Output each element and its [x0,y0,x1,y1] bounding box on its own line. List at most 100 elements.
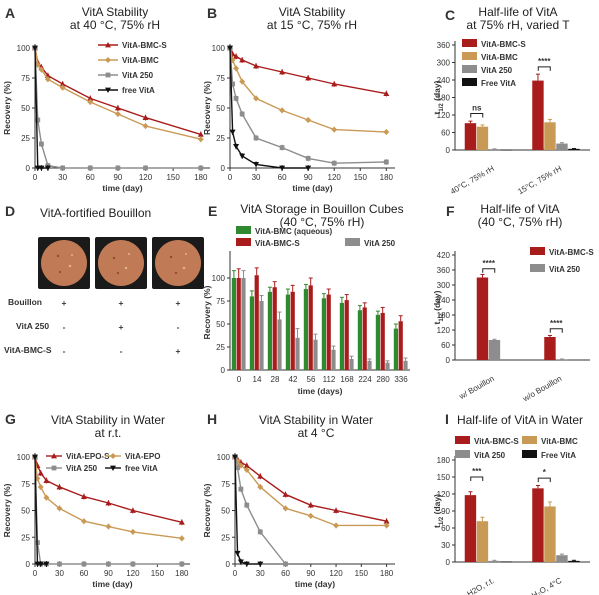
legend-marker [110,453,116,459]
panel-d: D VitA-fortified Bouillon Bouillon + + +… [4,203,204,356]
legend-label: VitA-BMC [122,56,159,65]
significance-bracket [537,477,551,483]
series-line [34,47,48,169]
y-tick-label: 50 [221,507,230,516]
bar [532,80,544,150]
data-point [237,559,244,565]
bar [259,301,264,370]
legend-label: VitA 250 [66,464,98,473]
series-line [234,456,387,522]
legend-swatch [345,238,360,246]
y-axis-label: Recovery (%) [202,285,212,339]
legend-label: VitA-BMC [481,53,518,62]
bar [476,521,489,562]
legend-swatch [236,226,251,234]
y-tick-label: 25 [21,134,30,143]
y-tick-label: 25 [221,533,230,542]
x-tick-label: 0 [33,569,38,578]
data-point [38,66,45,73]
bar [488,149,501,150]
panel-title: Half-life of VitA [478,5,557,19]
panel-letter: A [5,5,15,21]
bar [254,275,259,370]
x-tick-label: H₂O, 4°C [530,576,563,595]
data-point [114,111,121,117]
data-point [39,141,44,147]
x-tick-label: 15°C, 75% rH [516,164,563,196]
data-point [244,502,250,508]
data-point [59,81,66,87]
legend-marker [51,465,57,471]
panel-letter: E [208,203,217,219]
y-tick-label: 90 [441,507,450,516]
x-tick-label: 30 [256,569,265,578]
x-tick-label: 224 [358,375,372,384]
legend-label: VitA-BMC-S [549,248,594,257]
x-tick-label: 40°C, 75% rH [449,164,496,196]
x-tick-label: 30 [55,569,64,578]
data-point [233,65,240,72]
legend-swatch [462,65,477,73]
data-point [233,53,240,59]
y-tick-label: 180 [437,456,451,465]
bar [532,488,544,562]
x-tick-label: 180 [194,173,208,182]
data-point [114,105,121,111]
data-point [37,470,44,476]
data-point [227,45,233,51]
y-tick-label: 100 [212,274,226,283]
row-label-vita-bmc-s: VitA-BMC-S [4,345,52,355]
significance-label: **** [538,57,551,66]
legend-label: free VitA [122,86,155,95]
bar [308,285,313,370]
data-point [87,165,93,171]
data-point [60,165,66,171]
data-point [383,518,390,524]
bar [476,126,489,150]
bouillon-cube-2 [95,237,147,289]
y-tick-label: 240 [437,296,451,305]
data-point [197,131,204,137]
x-tick-label: 14 [253,375,262,384]
y-tick-label: 300 [437,59,451,68]
legend-swatch [236,238,251,246]
bar [303,289,308,370]
y-tick-label: 0 [26,164,31,173]
panel-title: (40 °C, 75% rH) [280,215,365,229]
x-tick-label: 90 [306,569,315,578]
data-point [198,165,204,171]
mark-vita250-1: - [63,322,66,332]
data-point [233,96,239,101]
legend-marker [110,465,116,471]
y-tick-label: 240 [437,76,451,85]
y-tick-label: 0 [446,356,451,365]
data-point [105,500,112,506]
x-tick-label: 30 [58,173,67,182]
data-point [282,491,289,497]
significance-bracket [470,113,484,118]
data-point [253,95,260,102]
data-point [307,502,314,508]
data-point [230,81,236,87]
legend-label: free VitA [125,464,158,473]
data-point [178,519,185,525]
x-tick-label: w/o Bouillon [521,374,564,404]
y-tick-label: 300 [437,281,451,290]
y-tick-label: 120 [437,326,451,335]
significance-label: **** [550,319,563,328]
series-line [229,47,387,95]
bar [488,560,501,562]
data-point [239,78,246,85]
series-line [34,47,201,136]
x-tick-label: 120 [328,173,342,182]
legend-label: VitA-BMC-S [474,437,519,446]
bar [380,312,385,370]
bar [464,123,477,150]
legend-label: Free VitA [541,451,576,460]
mark-vita-bmc-s-3: + [176,346,181,356]
